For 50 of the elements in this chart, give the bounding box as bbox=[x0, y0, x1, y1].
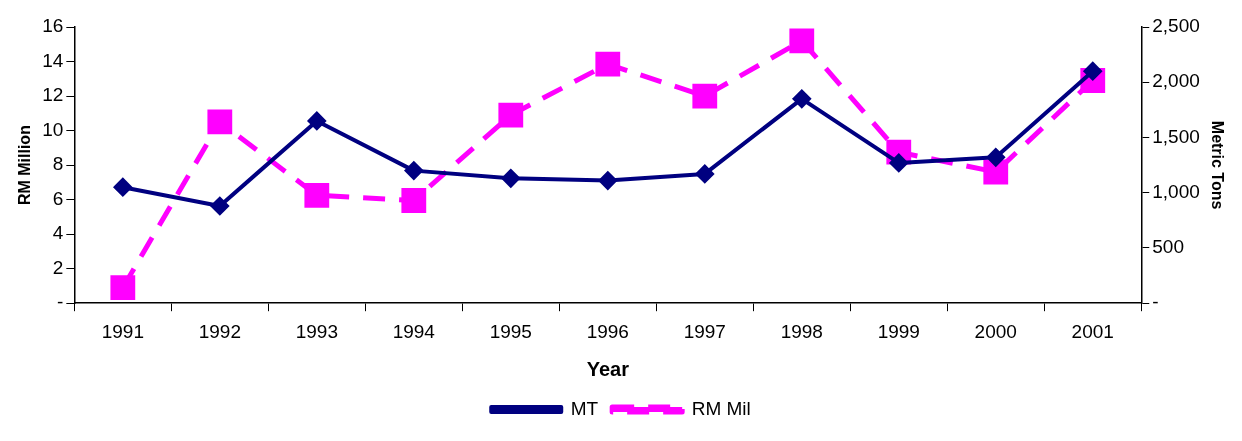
y-tick-label: 4 bbox=[52, 222, 64, 244]
point bbox=[113, 178, 132, 197]
legend-label: RM Mil bbox=[691, 397, 751, 419]
point bbox=[695, 164, 714, 183]
x-tick-label: 1991 bbox=[101, 320, 144, 342]
point bbox=[210, 196, 229, 215]
y-axis-title: RM Million bbox=[16, 125, 34, 206]
y-tick-label: 8 bbox=[52, 153, 64, 175]
x-tick-label: 1994 bbox=[392, 320, 436, 342]
y-tick-label: 16 bbox=[42, 15, 64, 37]
point bbox=[404, 161, 423, 180]
y-tick-label: 14 bbox=[42, 49, 64, 71]
x-tick-label: 1996 bbox=[586, 320, 629, 342]
x-tick-label: 1992 bbox=[198, 320, 241, 342]
y2-tick-label: 2,500 bbox=[1152, 15, 1200, 37]
point bbox=[207, 109, 233, 135]
point bbox=[595, 51, 621, 77]
y2-axis-title: Metric Tons bbox=[1208, 120, 1226, 210]
x-tick-label: 1999 bbox=[877, 320, 920, 342]
x-tick-label: 1998 bbox=[780, 320, 823, 342]
point bbox=[498, 102, 524, 128]
point bbox=[889, 153, 908, 172]
y2-tick-label: 1,500 bbox=[1152, 125, 1200, 147]
legend-label: MT bbox=[570, 397, 599, 419]
point bbox=[983, 159, 1009, 185]
x-tick-label: 2001 bbox=[1071, 320, 1114, 342]
point bbox=[110, 275, 136, 301]
x-tick-label: 1993 bbox=[295, 320, 338, 342]
point bbox=[598, 171, 617, 190]
y2-tick-label: 1,000 bbox=[1152, 180, 1200, 202]
point bbox=[692, 83, 718, 109]
point bbox=[789, 28, 815, 54]
point bbox=[792, 89, 811, 108]
x-tick-label: 1997 bbox=[683, 320, 726, 342]
point bbox=[307, 111, 326, 130]
x-tick-label: 2000 bbox=[974, 320, 1017, 342]
x-axis-title: Year bbox=[586, 357, 630, 380]
point bbox=[401, 188, 427, 213]
y2-tick-label: 2,000 bbox=[1152, 70, 1200, 92]
y-tick-label: 2 bbox=[52, 256, 64, 278]
point bbox=[304, 182, 330, 208]
x-tick-label: 1995 bbox=[489, 320, 532, 342]
y-tick-label: 6 bbox=[52, 187, 64, 209]
y-tick-label: 12 bbox=[42, 84, 64, 106]
y2-tick-label: - bbox=[1152, 291, 1159, 313]
y-tick-label: - bbox=[57, 291, 64, 313]
point bbox=[501, 169, 520, 188]
y-tick-label: 10 bbox=[42, 118, 64, 140]
point bbox=[986, 148, 1005, 167]
y2-tick-label: 500 bbox=[1152, 236, 1184, 258]
